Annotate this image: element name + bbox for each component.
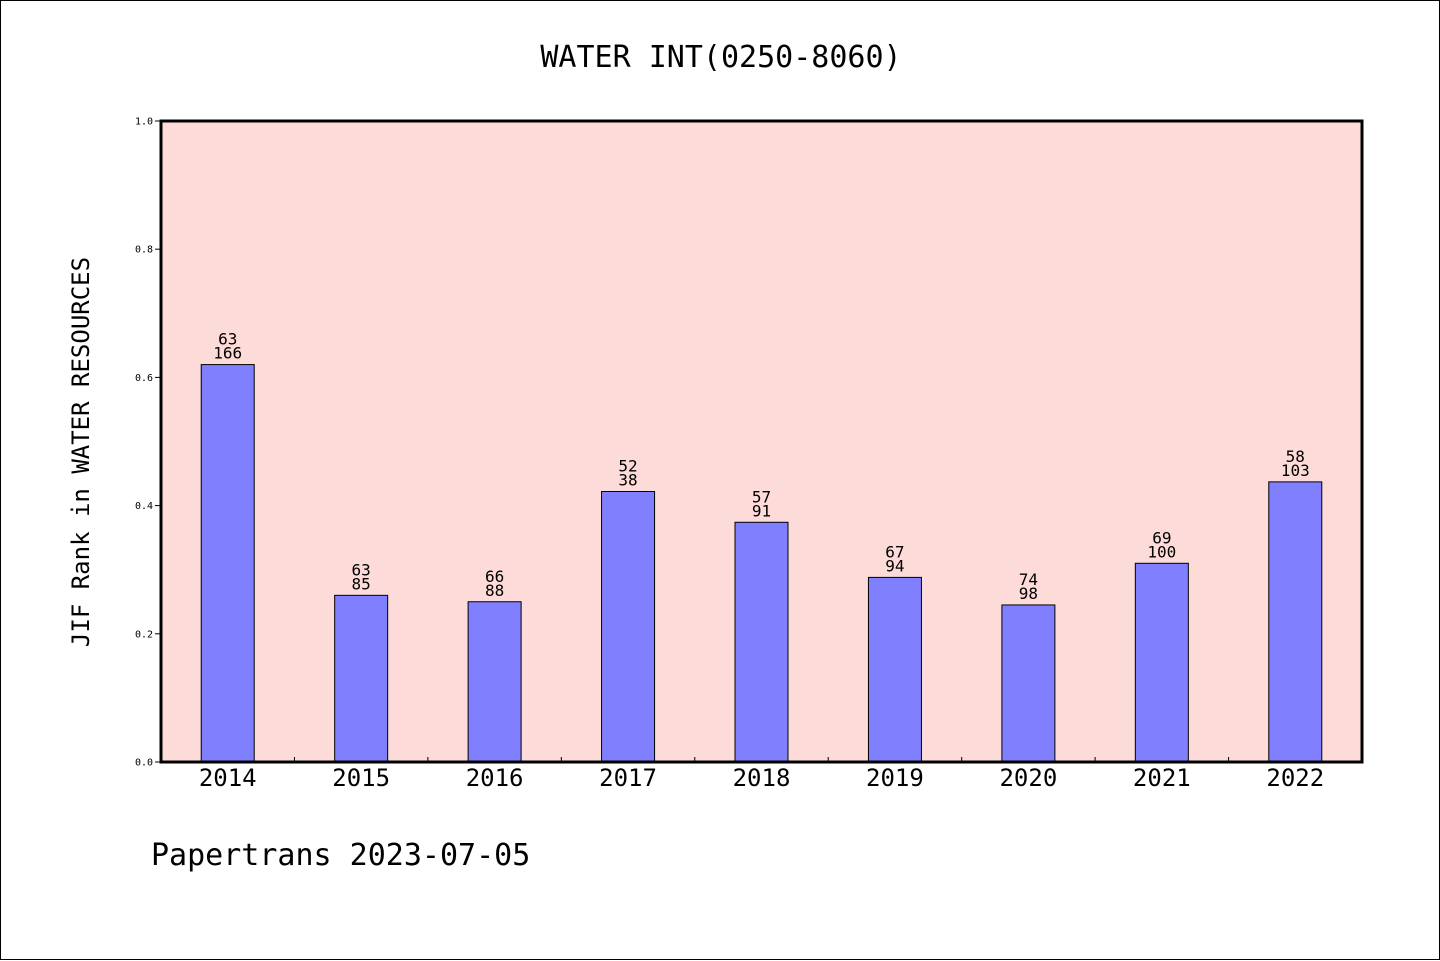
bar-total-label: 103 — [1281, 461, 1310, 480]
x-tick-label: 2017 — [599, 764, 657, 792]
bar — [200, 364, 255, 763]
bar-rank-label: 57 — [752, 487, 771, 506]
bar — [601, 490, 656, 763]
bar-total-label: 91 — [752, 501, 771, 520]
bar-rank-label: 63 — [352, 560, 371, 579]
y-tick-label: 1.0 — [135, 117, 153, 128]
y-axis-label: JIF Rank in WATER RESOURCES — [67, 257, 95, 647]
footer-text: Papertrans 2023-07-05 — [151, 838, 530, 873]
bar-rank-label: 66 — [485, 567, 504, 586]
bar-rank-label: 52 — [618, 456, 637, 475]
plot-border — [159, 119, 1364, 764]
bar-total-label: 166 — [213, 344, 242, 363]
bar-total-label: 38 — [618, 470, 637, 489]
y-tick-label: 0.6 — [135, 373, 153, 384]
x-tick-label: 2020 — [999, 764, 1057, 792]
bar-rank-label: 67 — [885, 542, 904, 561]
x-tick-label: 2022 — [1266, 764, 1324, 792]
bar-rank-label: 69 — [1152, 528, 1171, 547]
bar — [1268, 481, 1323, 763]
bar-rank-label: 58 — [1286, 447, 1305, 466]
x-tick-label: 2014 — [199, 764, 257, 792]
bar-total-label: 98 — [1019, 584, 1038, 603]
x-tick-label: 2019 — [866, 764, 924, 792]
x-tick-label: 2016 — [466, 764, 524, 792]
y-axis: 0.0 0.2 0.4 0.6 0.8 1.0 — [135, 117, 161, 769]
x-axis: 2014 2015 2016 2017 2018 2019 2020 2021 2022 — [199, 757, 1324, 792]
y-tick-label: 0.8 — [135, 245, 153, 256]
bar — [334, 594, 389, 763]
x-tick-label: 2018 — [733, 764, 791, 792]
bar-rank-label: 63 — [218, 330, 237, 349]
bar-rank-label: 74 — [1019, 570, 1038, 589]
bar-total-label: 94 — [885, 556, 904, 575]
bar-total-label: 85 — [352, 574, 371, 593]
bar-total-label: 100 — [1147, 542, 1176, 561]
y-tick-label: 0.4 — [135, 501, 153, 512]
chart-title: WATER INT(0250-8060) — [540, 40, 901, 75]
bar-total-label: 88 — [485, 581, 504, 600]
y-tick-label: 0.0 — [135, 758, 153, 769]
bar — [734, 521, 789, 763]
bar — [1001, 604, 1056, 763]
x-tick-label: 2015 — [332, 764, 390, 792]
bar — [1134, 562, 1189, 763]
x-tick-label: 2021 — [1133, 764, 1191, 792]
bar — [467, 601, 522, 763]
bar — [867, 576, 922, 763]
y-tick-label: 0.2 — [135, 629, 153, 640]
